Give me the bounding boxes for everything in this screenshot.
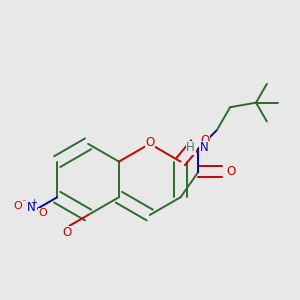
Text: N: N [27,201,36,214]
Text: O: O [38,208,47,218]
Text: O: O [62,226,71,239]
Text: O: O [14,201,22,211]
Text: O: O [145,136,154,149]
Text: +: + [31,197,38,206]
Text: H: H [186,141,195,154]
Text: O: O [200,134,209,147]
Text: ⁻: ⁻ [22,198,26,207]
Text: N: N [200,141,208,154]
Text: O: O [226,165,236,178]
